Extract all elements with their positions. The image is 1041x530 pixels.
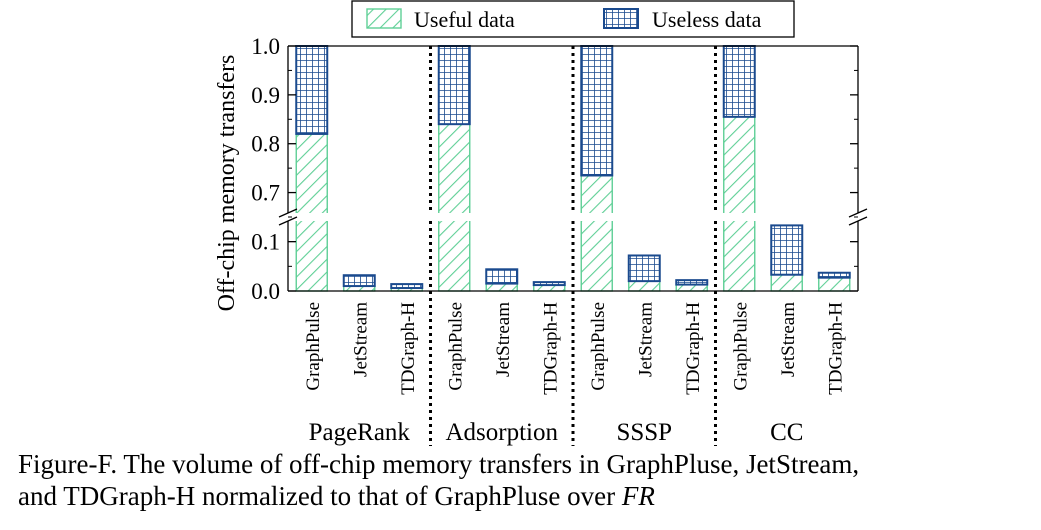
group-label-PageRank: PageRank <box>309 419 411 446</box>
bar-useless-Adsorption-GraphPulse <box>437 45 471 126</box>
bar-useful-Adsorption-JetStream <box>485 282 518 292</box>
break-mark <box>848 216 868 226</box>
x-tick-label: GraphPulse <box>303 302 324 391</box>
x-tick-label: TDGraph-H <box>683 302 704 395</box>
axis-break-gap <box>276 213 870 221</box>
caption-line-2: and TDGraph-H normalized to that of Grap… <box>18 480 1028 512</box>
bar-useful-PageRank-GraphPulse <box>295 133 328 292</box>
y-tick-label: 0.8 <box>251 132 280 157</box>
y-tick-label: 1.0 <box>251 34 280 59</box>
plot-area: GraphPulse JetStream TDGraph-H PageRank Grap… <box>214 0 870 446</box>
bar-useless-SSSP-TDGraph-H <box>675 279 709 286</box>
legend-box <box>351 0 795 38</box>
break-mark <box>278 208 298 218</box>
figure-caption: Figure-F. The volume of off-chip memory … <box>18 448 1028 512</box>
x-tick-label: TDGraph-H <box>398 302 419 395</box>
bar-useless-CC-GraphPulse <box>722 45 756 118</box>
bar-useful-CC-GraphPulse <box>723 116 756 292</box>
bar-useless-CC-TDGraph-H <box>817 271 851 279</box>
x-tick-label: JetStream <box>635 302 656 377</box>
bar-useless-SSSP-JetStream <box>627 254 661 283</box>
y-tick-label: 0.7 <box>251 181 280 206</box>
bar-useless-Adsorption-JetStream <box>485 268 519 285</box>
bar-useless-SSSP-GraphPulse <box>580 45 614 177</box>
bar-useless-PageRank-TDGraph-H <box>390 283 424 290</box>
group-label-CC: CC <box>770 419 803 446</box>
break-mark <box>848 208 868 218</box>
bar-useful-SSSP-GraphPulse <box>580 174 613 292</box>
bar-chart: GraphPulse JetStream TDGraph-H PageRank Grap… <box>214 0 870 446</box>
y-tick-label: 0.9 <box>251 83 280 108</box>
bar-useful-CC-TDGraph-H <box>818 276 851 292</box>
caption-line-2-text: and TDGraph-H normalized to that of Grap… <box>18 481 622 511</box>
x-tick-label: JetStream <box>778 302 799 377</box>
x-tick-label: JetStream <box>350 302 371 377</box>
bar-useless-PageRank-JetStream <box>342 274 376 288</box>
y-tick-label: 0.0 <box>251 279 280 304</box>
legend-swatch-useless <box>603 8 639 29</box>
y-tick-label: 0.1 <box>251 230 280 255</box>
x-tick-label: GraphPulse <box>730 302 751 391</box>
group-label-SSSP: SSSP <box>616 419 672 446</box>
break-mark <box>278 216 298 226</box>
legend-label-useless: Useless data <box>652 7 762 32</box>
bar-useless-Adsorption-TDGraph-H <box>532 281 566 287</box>
x-tick-label: TDGraph-H <box>825 302 846 395</box>
x-tick-label: JetStream <box>493 302 514 377</box>
bar-useless-PageRank-GraphPulse <box>295 45 329 135</box>
group-label-Adsorption: Adsorption <box>446 419 559 446</box>
bar-useful-CC-JetStream <box>770 274 803 292</box>
caption-line-1: Figure-F. The volume of off-chip memory … <box>18 449 860 479</box>
x-tick-label: GraphPulse <box>588 302 609 391</box>
legend-swatch-useful <box>366 8 402 29</box>
y-axis-label: Off-chip memory transfers <box>214 55 240 312</box>
bar-useful-Adsorption-GraphPulse <box>438 123 471 292</box>
legend-label-useful: Useful data <box>414 7 515 32</box>
x-tick-label: TDGraph-H <box>540 302 561 395</box>
bar-useless-CC-JetStream <box>770 224 804 276</box>
caption-line-2-italic: FR <box>621 481 655 511</box>
x-tick-label: GraphPulse <box>445 302 466 391</box>
bar-useful-SSSP-JetStream <box>628 280 661 292</box>
